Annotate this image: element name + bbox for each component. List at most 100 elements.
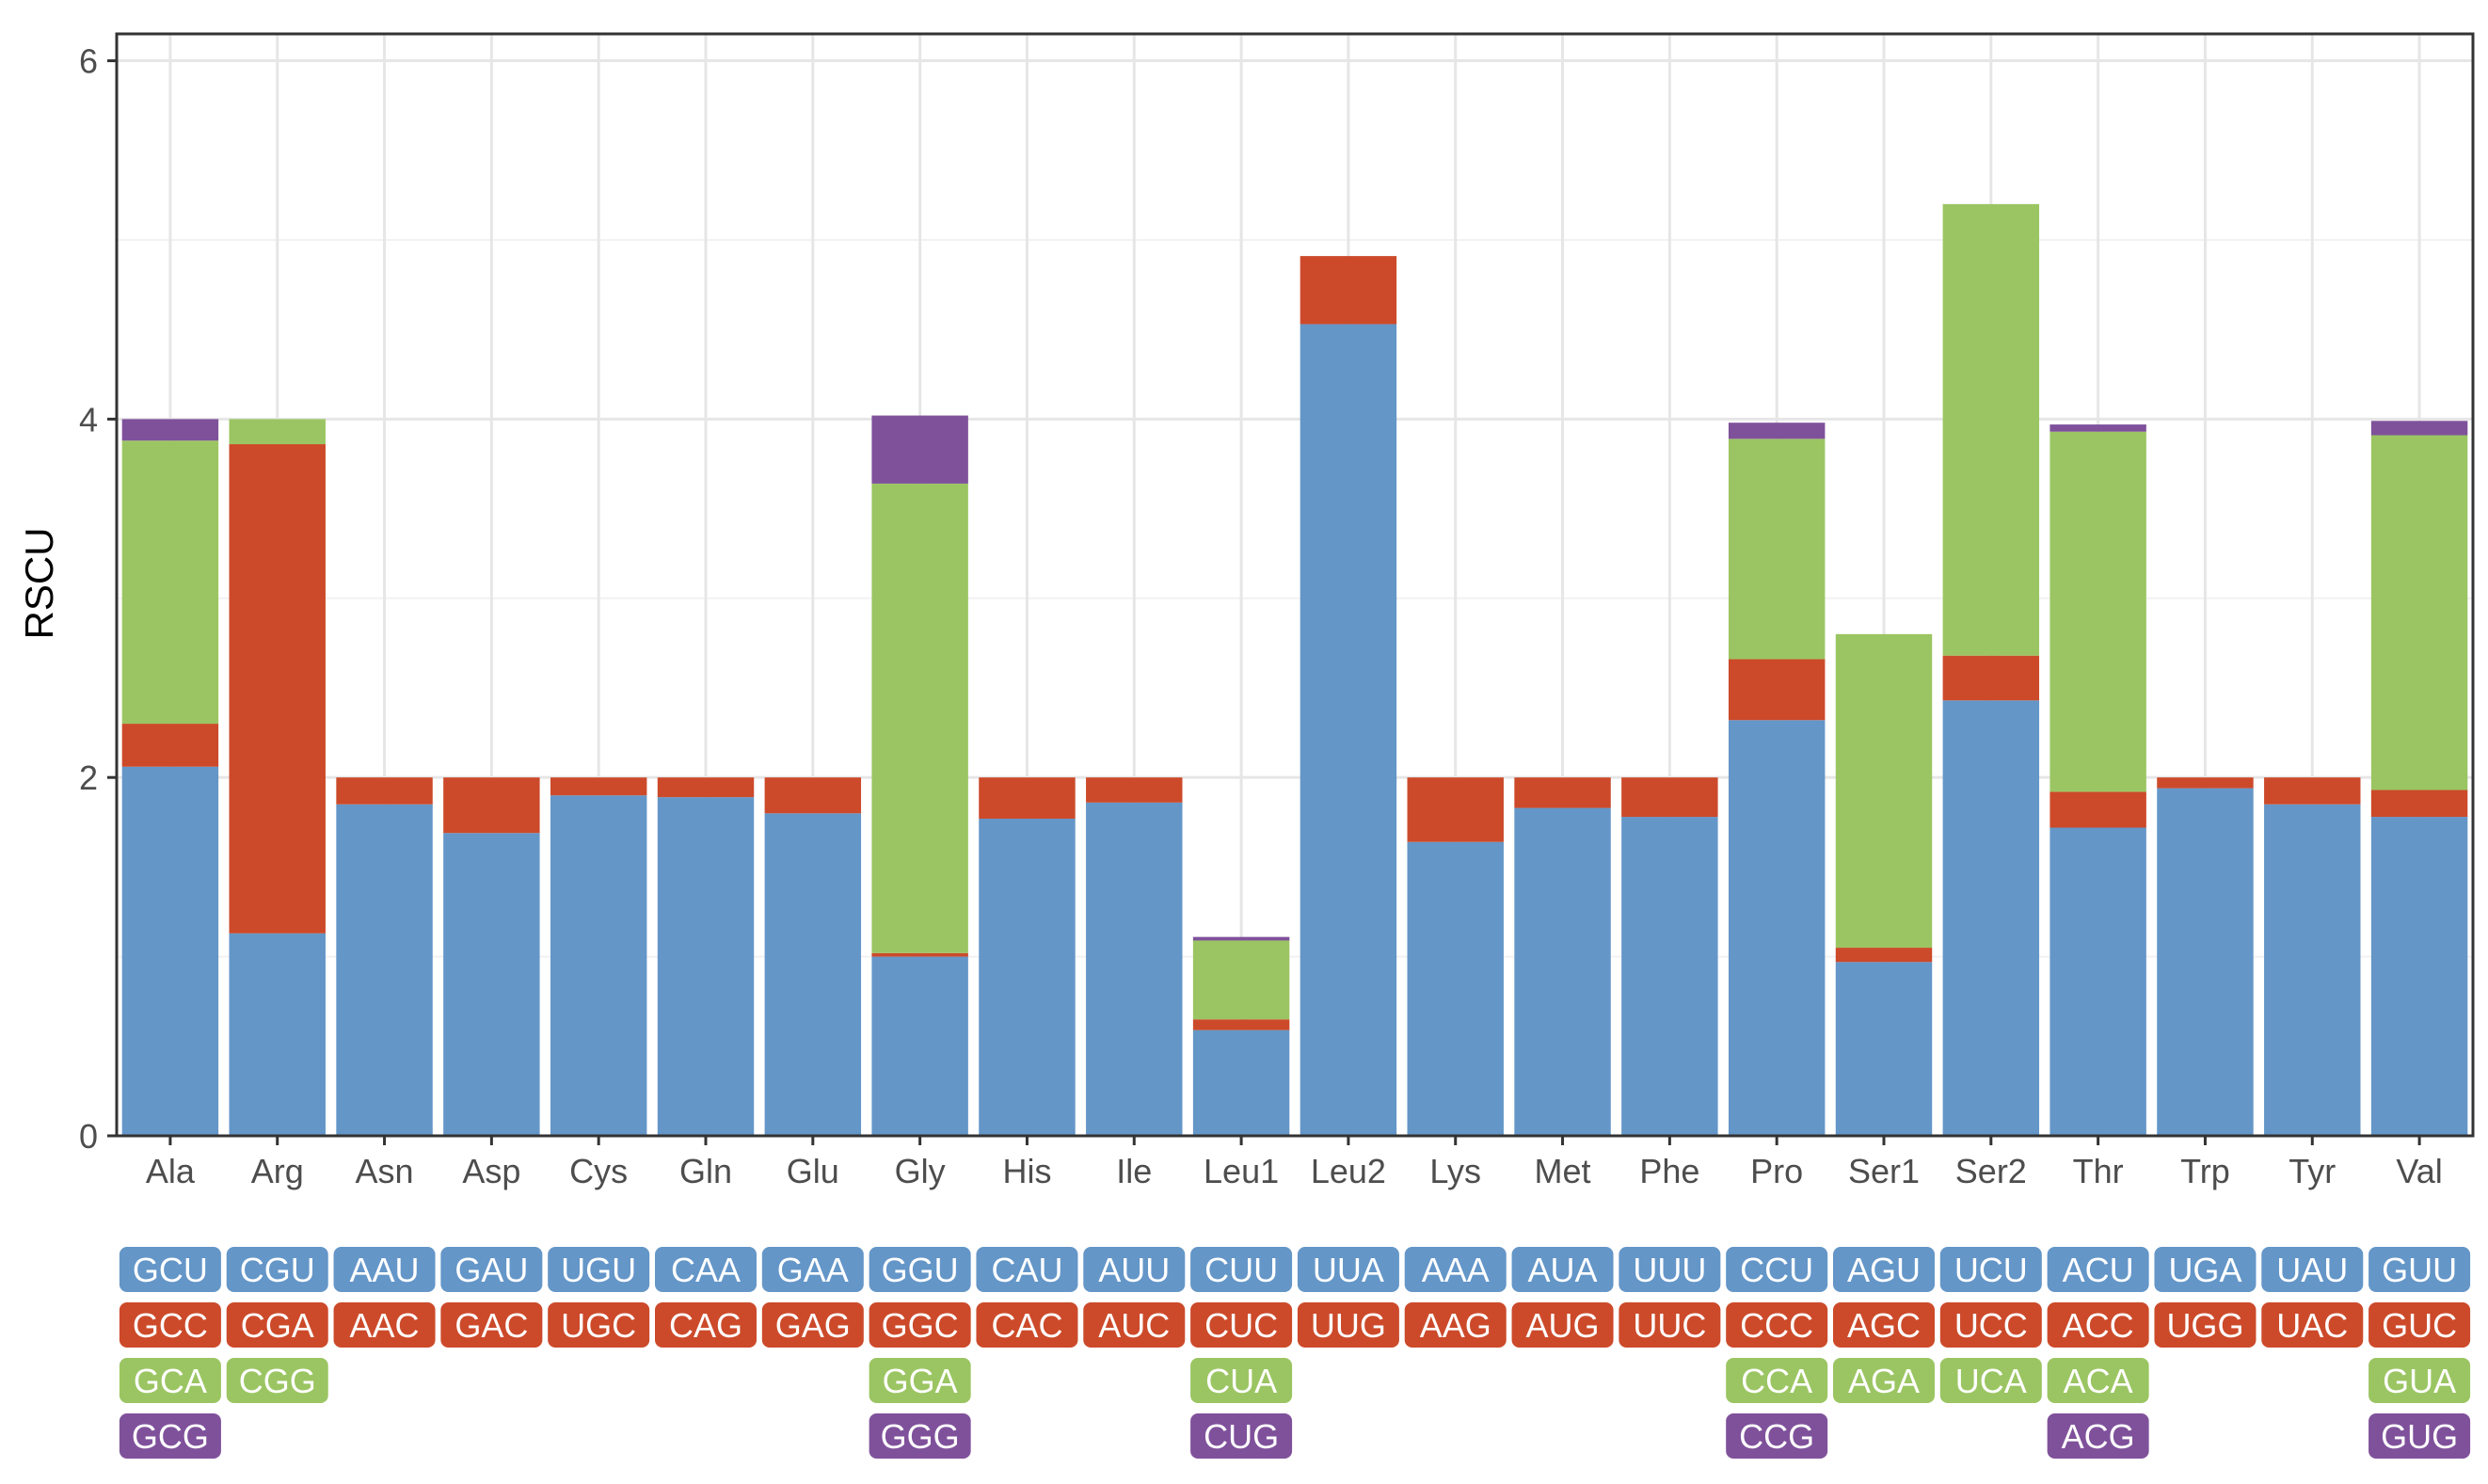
x-tick-label: His <box>1002 1152 1051 1190</box>
bar-segment-thr-2 <box>2049 791 2146 828</box>
codon-label-box <box>119 1413 221 1459</box>
bar-segment-ser2-1 <box>1942 700 2040 1136</box>
codon-label-box <box>226 1247 328 1292</box>
x-tick-label: Gly <box>895 1152 946 1190</box>
x-tick-label: Ser2 <box>1955 1152 2027 1190</box>
x-tick-label: Pro <box>1750 1152 1803 1190</box>
codon-label-box <box>2047 1247 2149 1292</box>
codon-label-box <box>2261 1247 2364 1292</box>
codon-label-box <box>2261 1302 2364 1348</box>
codon-label-box <box>2368 1247 2471 1292</box>
panel-border <box>115 32 2475 1138</box>
bar-segment-ile-2 <box>1086 777 1183 803</box>
codon-label-box <box>1619 1247 1721 1292</box>
bar-segment-asp-1 <box>443 833 540 1136</box>
codon-label-box <box>119 1302 221 1348</box>
x-tick-label: Leu1 <box>1204 1152 1279 1190</box>
bar-segment-ala-2 <box>121 724 219 767</box>
codon-label: GAA <box>777 1251 849 1289</box>
codon-label-box <box>1726 1413 1828 1459</box>
codon-label: GGU <box>882 1251 959 1289</box>
codon-label-box <box>2047 1413 2149 1459</box>
codon-label: CCG <box>1739 1417 1814 1456</box>
codon-label: UGU <box>561 1251 636 1289</box>
bar-segment-gly-3 <box>871 483 968 953</box>
codon-label: CCA <box>1741 1362 1812 1400</box>
x-tick-label: Thr <box>2073 1152 2124 1190</box>
codon-label: AAU <box>350 1251 420 1289</box>
bar-segment-thr-1 <box>2049 827 2146 1136</box>
bar-segment-pro-1 <box>1728 720 1826 1136</box>
codon-label-box <box>440 1302 543 1348</box>
x-tick-label: Phe <box>1639 1152 1699 1190</box>
codon-label: UCA <box>1955 1362 2027 1400</box>
codon-label-box <box>1511 1247 1614 1292</box>
y-axis-title: RSCU <box>17 527 61 639</box>
bar-segment-his-2 <box>979 777 1076 819</box>
codon-label-box <box>869 1247 971 1292</box>
bar-segment-glu-1 <box>764 813 862 1136</box>
bar-segment-tyr-2 <box>2264 777 2361 805</box>
bar-segment-pro-3 <box>1728 439 1826 660</box>
codon-label-box <box>1404 1302 1507 1348</box>
codon-label-box <box>976 1302 1078 1348</box>
codon-label-box <box>1833 1358 1935 1403</box>
codon-label: CUU <box>1204 1251 1278 1289</box>
codon-label-box <box>869 1358 971 1403</box>
codon-label-box <box>1190 1302 1293 1348</box>
codon-label: AAG <box>1420 1306 1491 1345</box>
codon-label-box <box>869 1413 971 1459</box>
codon-label-box <box>548 1247 650 1292</box>
x-tick-label: Cys <box>569 1152 628 1190</box>
bar-segment-leu1-4 <box>1192 936 1290 941</box>
codon-label: UUC <box>1633 1306 1706 1345</box>
bar-segment-leu2-1 <box>1300 324 1397 1137</box>
bar-segment-asn-2 <box>336 777 433 805</box>
codon-label: CGA <box>241 1306 314 1345</box>
bar-segment-asn-1 <box>336 804 433 1136</box>
bar-segment-pro-4 <box>1728 423 1826 439</box>
bars-layer <box>121 203 2468 1137</box>
bar-segment-pro-2 <box>1728 659 1826 721</box>
codon-label: AGU <box>1847 1251 1921 1289</box>
bar-segment-gly-2 <box>871 952 968 957</box>
x-tick-label: Lys <box>1429 1152 1481 1190</box>
codon-label-box <box>2368 1302 2471 1348</box>
x-tick-label: Leu2 <box>1311 1152 1386 1190</box>
codon-label: GUG <box>2381 1417 2458 1456</box>
codon-label-box <box>1190 1413 1293 1459</box>
codon-label-box <box>761 1302 864 1348</box>
bar-segment-phe-2 <box>1621 777 1718 818</box>
bar-segment-val-3 <box>2370 435 2468 790</box>
x-tick-label: Met <box>1535 1152 1591 1190</box>
bar-segment-lys-2 <box>1407 777 1504 842</box>
codon-label-box <box>119 1358 221 1403</box>
bar-segment-gln-2 <box>657 777 755 798</box>
codon-label: GUU <box>2382 1251 2457 1289</box>
bar-segment-arg-2 <box>229 444 326 933</box>
codon-label: AGC <box>1847 1306 1921 1345</box>
codon-label-box <box>1833 1247 1935 1292</box>
codon-label: UUU <box>1633 1251 1706 1289</box>
bar-segment-trp-2 <box>2157 777 2254 789</box>
codon-label: ACG <box>2062 1417 2135 1456</box>
codon-label: UGG <box>2166 1306 2243 1345</box>
bar-segment-thr-4 <box>2049 424 2146 432</box>
y-tick-label: 6 <box>79 42 98 81</box>
x-tick-label: Trp <box>2180 1152 2230 1190</box>
codon-label: GCC <box>133 1306 208 1345</box>
bar-segment-leu1-3 <box>1192 940 1290 1020</box>
codon-label-box <box>1939 1302 2042 1348</box>
codon-label-box <box>1726 1247 1828 1292</box>
codon-table: GCU GCC GCA GCG CGU CGA CGG AAU AAC GAU GAC UGU UGC C… <box>119 1247 2471 1459</box>
bar-segment-arg-3 <box>229 419 326 445</box>
bar-segment-met-1 <box>1514 807 1611 1136</box>
codon-label: GGC <box>882 1306 959 1345</box>
codon-label-box <box>333 1302 436 1348</box>
codon-label-box <box>655 1302 757 1348</box>
x-tick-label: Ala <box>146 1152 196 1190</box>
codon-label-box <box>1726 1358 1828 1403</box>
codon-label-box <box>1297 1247 1399 1292</box>
codon-label: UCU <box>1954 1251 2028 1289</box>
